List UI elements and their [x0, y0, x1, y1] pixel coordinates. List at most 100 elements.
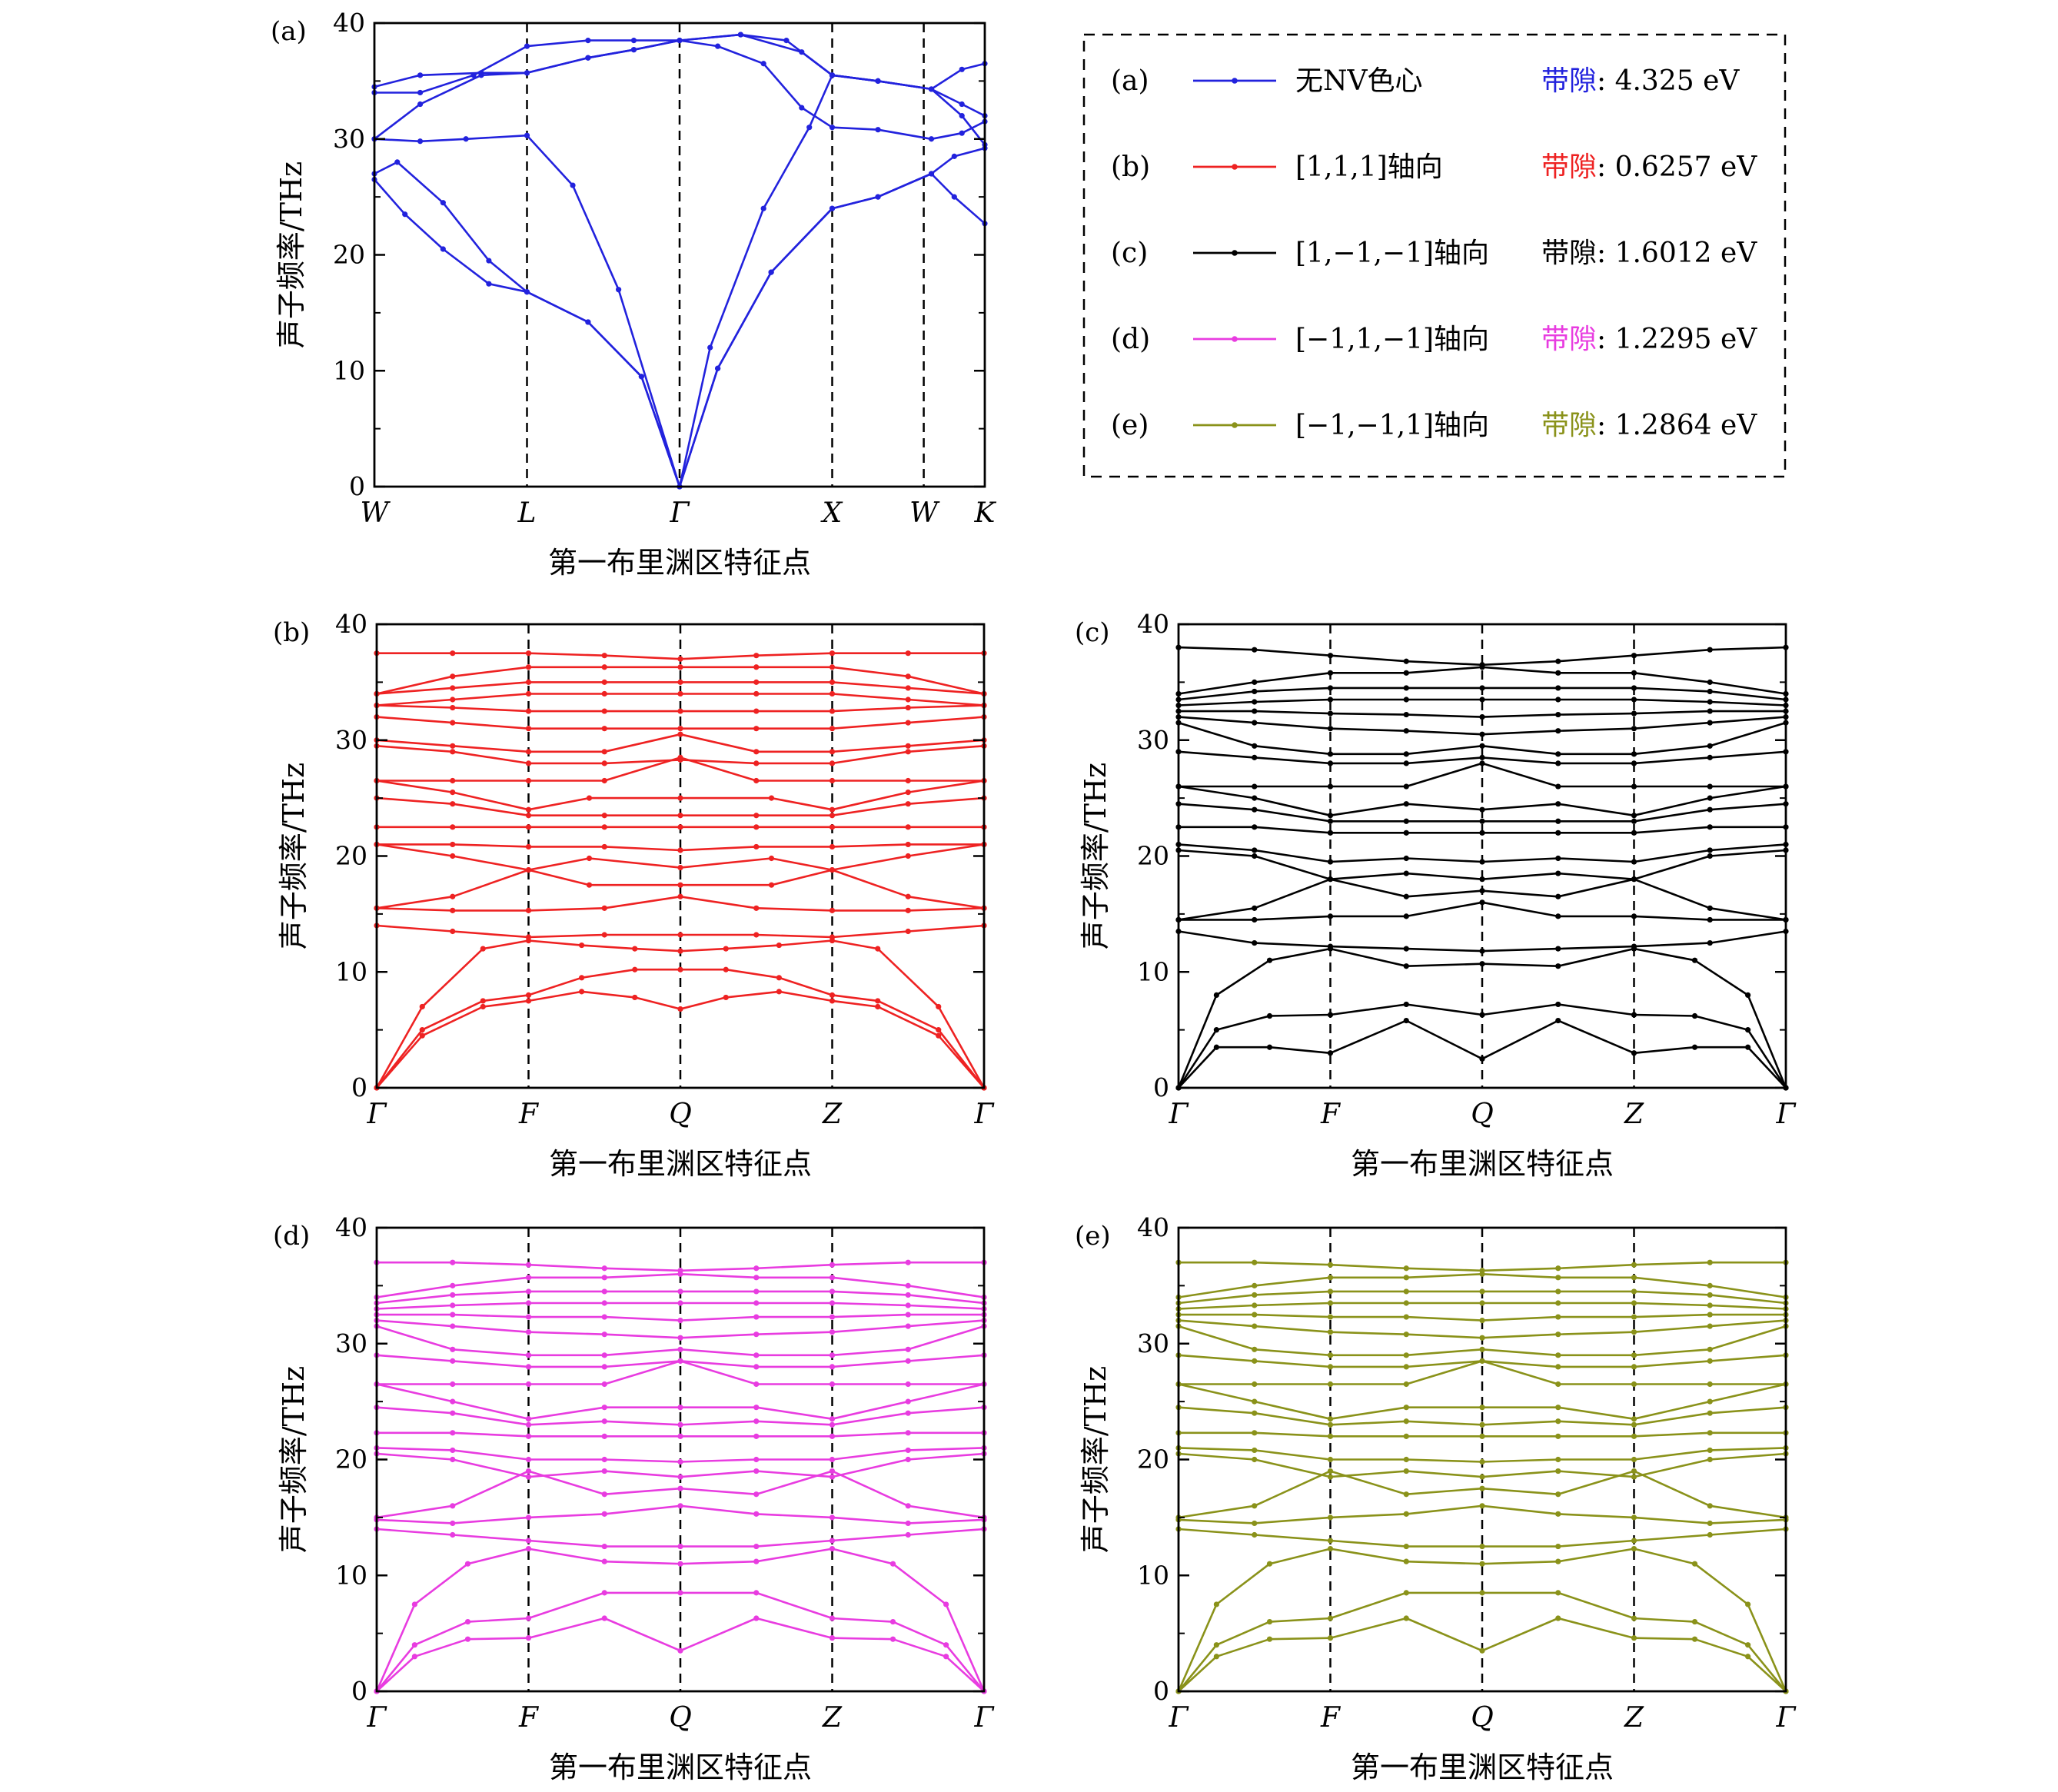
band-point [1479, 1590, 1485, 1596]
band-point [601, 1491, 607, 1498]
band-point [1252, 853, 1258, 859]
band-point [450, 697, 456, 703]
band-point [753, 760, 760, 766]
band-point [1555, 1300, 1561, 1306]
band-gap-prefix: 带隙 [1541, 151, 1597, 183]
band-point [677, 1647, 683, 1654]
legend-marker [1232, 164, 1238, 170]
band-gap-prefix: 带隙 [1541, 410, 1597, 441]
band-point [1479, 685, 1485, 691]
band-point [1479, 1358, 1485, 1364]
band-point [1252, 1456, 1258, 1463]
band-point [677, 656, 683, 662]
band-point [1479, 1288, 1485, 1295]
band-point [411, 1642, 417, 1648]
y-axis-title: 声子频率/THz [274, 161, 308, 348]
band-point [1479, 830, 1485, 836]
band-point [959, 66, 965, 72]
band-point [753, 1615, 760, 1621]
band-point [677, 1318, 683, 1324]
band-point [1631, 913, 1637, 919]
band-point [905, 801, 911, 807]
band-point [753, 1558, 760, 1564]
band-point [1479, 1421, 1485, 1428]
band-point [1252, 743, 1258, 749]
band-point [450, 1323, 456, 1329]
band-point [1327, 1474, 1334, 1480]
legend: (a) 无NV色心 带隙: 4.325 eV(b) [1,1,1]轴向 带隙: 0.62… [1082, 33, 1787, 478]
band-point [525, 813, 532, 819]
band-point [1631, 685, 1637, 691]
band-point [677, 882, 683, 888]
legend-band-gap: 带隙: 1.6012 eV [1541, 238, 1757, 269]
band-point [601, 905, 607, 911]
band-point [829, 1545, 836, 1552]
band-point [1327, 1364, 1334, 1370]
band-point [768, 882, 775, 888]
band-point [632, 994, 638, 1001]
band-point [1327, 1615, 1334, 1621]
band-point [450, 1447, 456, 1454]
band-point [1479, 888, 1485, 894]
band-point [1631, 783, 1637, 790]
band-point [450, 1503, 456, 1509]
band-point [525, 726, 532, 732]
band-point [677, 664, 683, 670]
band-point [1555, 1364, 1561, 1370]
x-tick-label: F [1320, 1099, 1342, 1130]
band-point [450, 1398, 456, 1405]
band-point [1707, 647, 1713, 653]
band-point [1555, 1275, 1561, 1281]
band-point [1707, 853, 1713, 859]
band-point [928, 136, 935, 142]
band-point [905, 1292, 911, 1298]
band-point [1631, 1421, 1637, 1428]
band-point [1691, 1044, 1698, 1050]
band-point [829, 690, 836, 697]
band-point [601, 843, 607, 850]
band-point [1707, 1292, 1713, 1298]
band-point [1252, 1410, 1258, 1416]
band-point [525, 1352, 532, 1358]
band-point [601, 1381, 607, 1388]
band-point [905, 1312, 911, 1318]
band-point [829, 1474, 836, 1480]
band-point [1213, 1044, 1219, 1050]
band-point [1707, 679, 1713, 685]
band-point [829, 708, 836, 714]
band-point [677, 1543, 683, 1550]
band-point [1707, 806, 1713, 813]
band-line-6 [1178, 878, 1787, 921]
band-point [829, 813, 836, 819]
band-point [951, 153, 957, 159]
band-point [450, 749, 456, 755]
y-tick-label: 10 [1137, 956, 1169, 986]
band-point [905, 1259, 911, 1265]
band-point [1213, 1027, 1219, 1033]
band-point [480, 946, 486, 952]
panel-label: (a) [271, 16, 307, 47]
band-point [524, 43, 530, 49]
band-point [1555, 783, 1561, 790]
band-point [1745, 1654, 1751, 1660]
band-point [1745, 1601, 1751, 1607]
band-point [601, 708, 607, 714]
band-point [450, 720, 456, 726]
y-tick-label: 0 [349, 471, 365, 501]
band-point [677, 756, 683, 763]
band-point [943, 1654, 949, 1660]
band-point [1631, 1545, 1637, 1552]
y-tick-label: 40 [1137, 609, 1169, 639]
band-point [601, 932, 607, 938]
band-point [1707, 1323, 1713, 1329]
band-point [1252, 824, 1258, 830]
band-point [450, 928, 456, 935]
legend-label: 无NV色心 [1295, 65, 1423, 97]
band-point [1403, 1352, 1409, 1358]
band-point [486, 258, 492, 264]
band-point [1252, 1520, 1258, 1527]
band-point [889, 1636, 896, 1642]
band-point [1555, 855, 1561, 862]
band-point [480, 998, 486, 1004]
panel-label: (c) [1075, 617, 1110, 648]
